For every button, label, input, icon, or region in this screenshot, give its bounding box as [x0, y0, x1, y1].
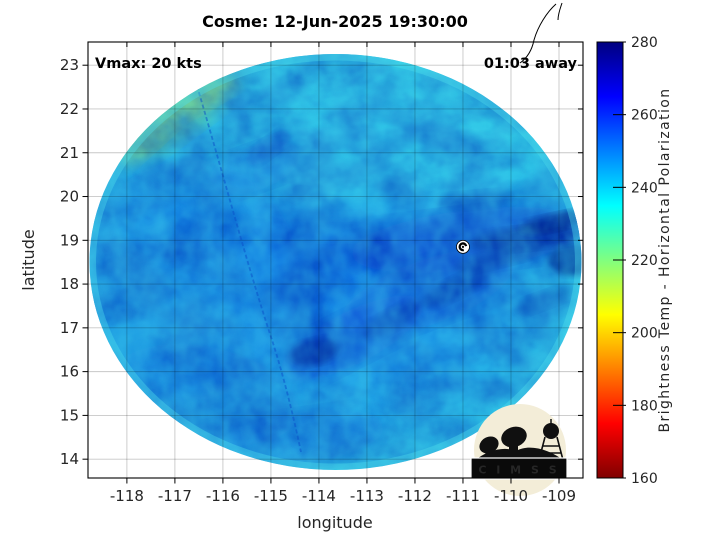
plot-frame	[87, 41, 584, 479]
y-tick-label: 23	[60, 56, 79, 74]
colorbar-label: Brightness Temp - Horizontal Polarizatio…	[657, 88, 673, 433]
y-tick-label: 16	[60, 363, 79, 381]
colorbar-tick-label: 260	[631, 108, 658, 124]
eta-annotation: 01:03 away	[484, 56, 578, 72]
colorbar: 160 180 200 220 240 260 280 Brightness Temp - …	[596, 35, 673, 487]
swath-noise-fine	[89, 54, 582, 470]
cimss-banner-text: C I M S S	[478, 464, 559, 477]
x-tick-label: -113	[350, 487, 384, 505]
x-tick-label: -109	[542, 487, 576, 505]
colorbar-tick-label: 240	[631, 180, 658, 196]
x-tick-label: -116	[206, 487, 240, 505]
x-tick-label: -115	[254, 487, 288, 505]
colorbar-tick-label: 160	[631, 471, 658, 487]
satellite-dish-icon	[479, 426, 527, 455]
track-line	[519, 3, 557, 64]
colorbar-tick-label: 220	[631, 253, 658, 269]
x-tick-label: -112	[398, 487, 432, 505]
x-tick-label: -117	[158, 487, 192, 505]
cimss-logo: C I M S S	[470, 404, 568, 496]
track-line-tail	[557, 2, 563, 21]
x-tick-label: -111	[446, 487, 480, 505]
storm-center-marker	[456, 239, 470, 254]
y-tick-label: 19	[60, 231, 79, 249]
y-axis-label: latitude	[19, 229, 38, 290]
x-tick-label: -118	[110, 487, 144, 505]
y-tick-label: 20	[60, 188, 79, 206]
cimss-banner	[470, 457, 568, 480]
y-tick-label: 14	[60, 450, 79, 468]
swath-rim	[89, 54, 582, 470]
grid	[88, 42, 583, 478]
colorbar-tick-labels: 160 180 200 220 240 260 280	[631, 35, 658, 487]
colorbar-tick-marks	[613, 41, 626, 479]
x-tick-label: -110	[494, 487, 528, 505]
y-tick-label: 18	[60, 275, 79, 293]
x-axis-label: longitude	[297, 513, 372, 532]
plot-title: Cosme: 12-Jun-2025 19:30:00	[202, 12, 468, 31]
y-tick-label: 15	[60, 406, 79, 424]
x-tick-label: -114	[302, 487, 336, 505]
axis-tick-marks	[82, 42, 583, 484]
y-tick-label: 21	[60, 144, 79, 162]
colorbar-tick-label: 200	[631, 326, 658, 342]
y-tick-label: 22	[60, 100, 79, 118]
vmax-annotation: Vmax: 20 kts	[95, 56, 202, 72]
scan-seam	[196, 85, 302, 453]
colorbar-tick-label: 280	[631, 35, 658, 51]
x-tick-labels: -118 -117 -116 -115 -114 -113 -112 -111 -110 -109	[110, 487, 576, 505]
y-tick-label: 17	[60, 319, 79, 337]
colorbar-tick-label: 180	[631, 398, 658, 414]
y-tick-labels: 14 15 16 17 18 19 20 21 22 23	[60, 56, 79, 468]
water-tower-icon	[538, 419, 564, 461]
